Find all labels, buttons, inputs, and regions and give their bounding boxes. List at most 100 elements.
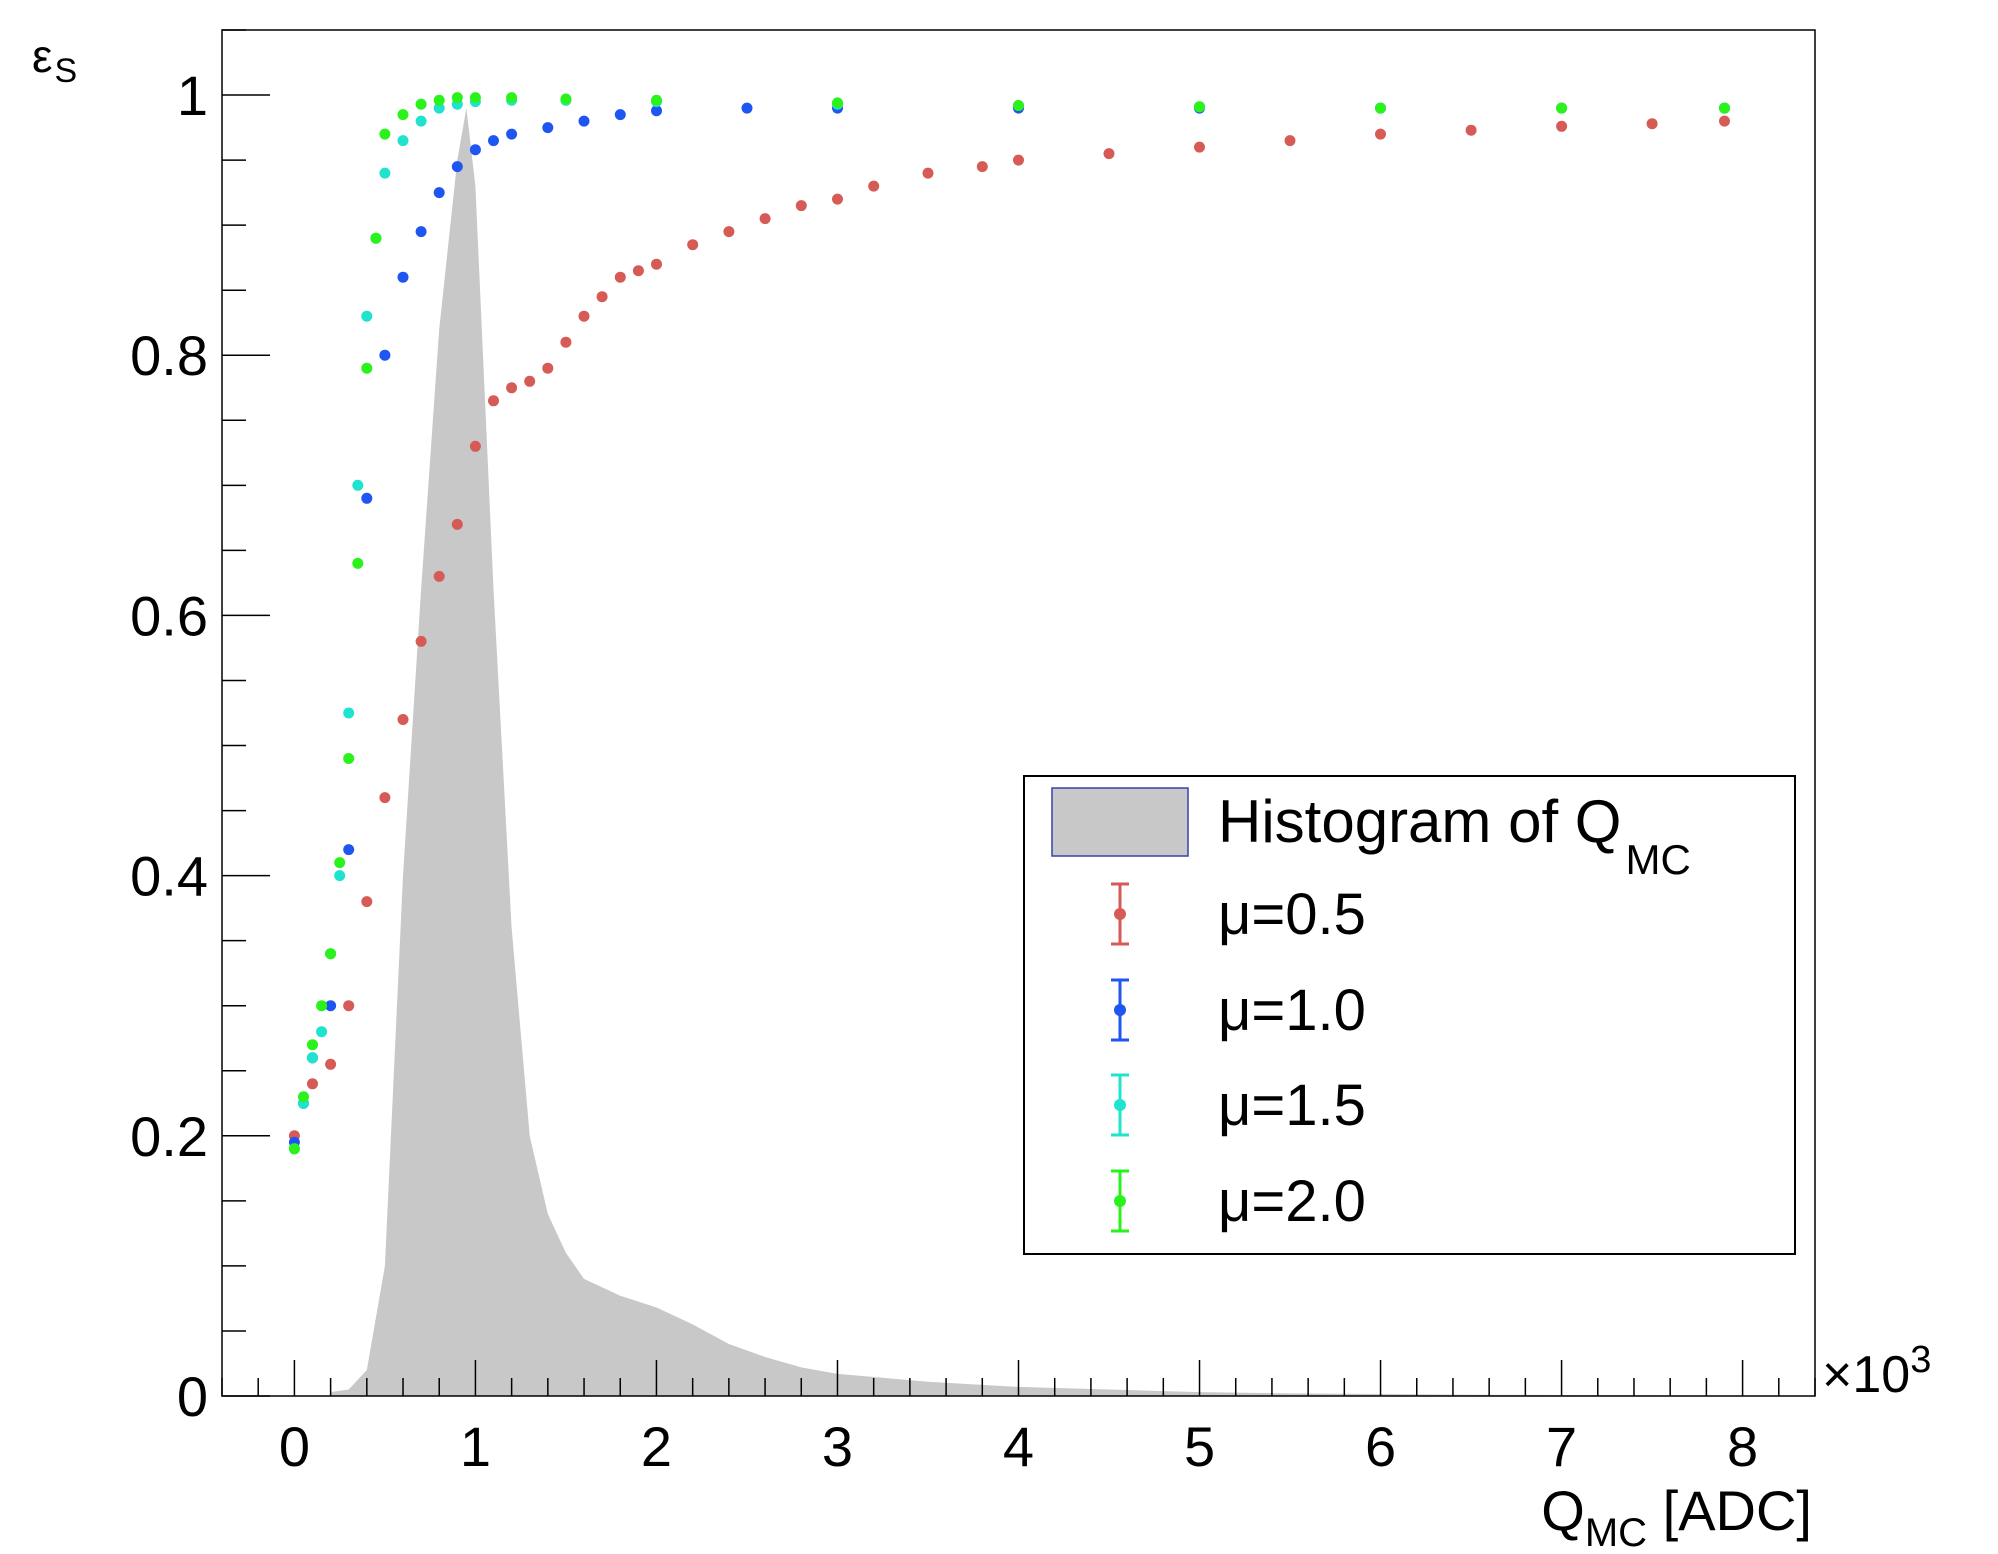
series-point (361, 492, 373, 504)
series-point (451, 518, 463, 530)
series-point (433, 570, 445, 582)
series-point (632, 265, 644, 277)
series-point (1194, 141, 1205, 153)
series-point (741, 102, 753, 114)
series-point (795, 200, 807, 212)
series-point (307, 1039, 318, 1051)
histogram-area (330, 108, 1743, 1397)
series-point (352, 557, 364, 569)
series-point (433, 94, 445, 106)
series-point (325, 1000, 337, 1012)
series-point (316, 1000, 328, 1012)
legend-series-label: μ=2.0 (1218, 1169, 1366, 1234)
series-point (560, 93, 572, 105)
series-point (343, 1000, 355, 1012)
series-point (397, 135, 409, 147)
legend-series-label: μ=1.0 (1218, 978, 1366, 1043)
series-point (488, 395, 499, 407)
legend-marker (1114, 1195, 1126, 1207)
series-point (1013, 100, 1024, 111)
series-point (325, 948, 337, 960)
series-point (361, 896, 373, 908)
legend-histogram-label-main: Histogram of Q (1218, 788, 1621, 855)
series-point (832, 193, 843, 205)
series-point (1719, 102, 1730, 114)
series-point (723, 226, 735, 238)
series-point (343, 753, 355, 764)
y-tick-label: 0.4 (130, 845, 208, 908)
series-point (560, 336, 572, 348)
series-point (469, 144, 481, 156)
y-tick-label: 0.6 (130, 584, 208, 647)
series-point (298, 1091, 309, 1103)
series-point (506, 92, 518, 104)
x-tick-label: 5 (1184, 1415, 1215, 1478)
y-axis-label-main: ε (32, 30, 53, 82)
series-point (352, 479, 364, 491)
series-point (651, 94, 662, 106)
series-point (451, 92, 463, 104)
legend-series-label: μ=1.5 (1218, 1073, 1366, 1138)
legend-entry: μ=1.0 (1111, 978, 1366, 1043)
series-point (614, 271, 626, 283)
x-axis-label-main: Q (1541, 1479, 1585, 1542)
series-point (361, 310, 373, 322)
series-point (433, 187, 445, 199)
x-axis-label-suffix: [ADC] (1647, 1479, 1812, 1542)
series-point (334, 870, 346, 882)
series-point (542, 362, 554, 374)
series-point (1284, 135, 1296, 147)
series-point (379, 128, 391, 140)
series-point (1375, 128, 1386, 140)
legend: Histogram of QMC μ=0.5 μ=1.0 μ=1.5 μ=2.0 (1023, 775, 1796, 1255)
series-point (415, 98, 427, 110)
legend-series-label: μ=0.5 (1218, 882, 1366, 947)
series-point (370, 232, 382, 244)
series-point (1465, 124, 1477, 136)
y-tick-label: 1 (177, 64, 208, 127)
y-axis-label: εS (32, 30, 77, 90)
x-tick-label: 3 (822, 1415, 853, 1478)
y-tick-label: 0.8 (130, 324, 208, 387)
series-point (433, 102, 445, 114)
series-point (1194, 101, 1205, 113)
series-point (922, 167, 934, 179)
x-tick-label: 2 (641, 1415, 672, 1478)
series-point (759, 213, 771, 225)
legend-histogram-label-sub: MC (1625, 836, 1690, 883)
series-point (379, 349, 391, 361)
series-point (343, 844, 355, 856)
series-point (1556, 120, 1568, 132)
series-point (307, 1052, 318, 1064)
legend-marker (1114, 908, 1126, 920)
x-multiplier-base: ×10 (1822, 1346, 1910, 1404)
series-group (288, 92, 1730, 1155)
series-point (415, 226, 427, 238)
series-point (397, 271, 409, 283)
series-point (1556, 102, 1568, 114)
y-tick-label: 0 (177, 1365, 208, 1428)
series-point (976, 161, 988, 173)
series-point (1013, 154, 1024, 166)
series-point (1646, 118, 1658, 130)
legend-entry: μ=0.5 (1111, 882, 1366, 947)
series-point (361, 362, 373, 374)
series-point (415, 115, 427, 127)
series-point (415, 635, 427, 647)
legend-marker (1114, 1004, 1126, 1016)
series-point (614, 109, 626, 121)
series-point (488, 135, 499, 147)
series-point (334, 857, 346, 869)
x-multiplier-exponent: 3 (1910, 1339, 1931, 1381)
series-point (316, 1026, 328, 1038)
series-point (451, 161, 463, 173)
series-point (687, 239, 699, 251)
y-tick-label: 0.2 (130, 1105, 208, 1168)
x-tick-label: 7 (1546, 1415, 1577, 1478)
series-point (651, 105, 662, 117)
x-tick-label: 6 (1365, 1415, 1396, 1478)
series-point (506, 382, 518, 394)
series-point (469, 92, 481, 104)
series-point (832, 97, 843, 109)
